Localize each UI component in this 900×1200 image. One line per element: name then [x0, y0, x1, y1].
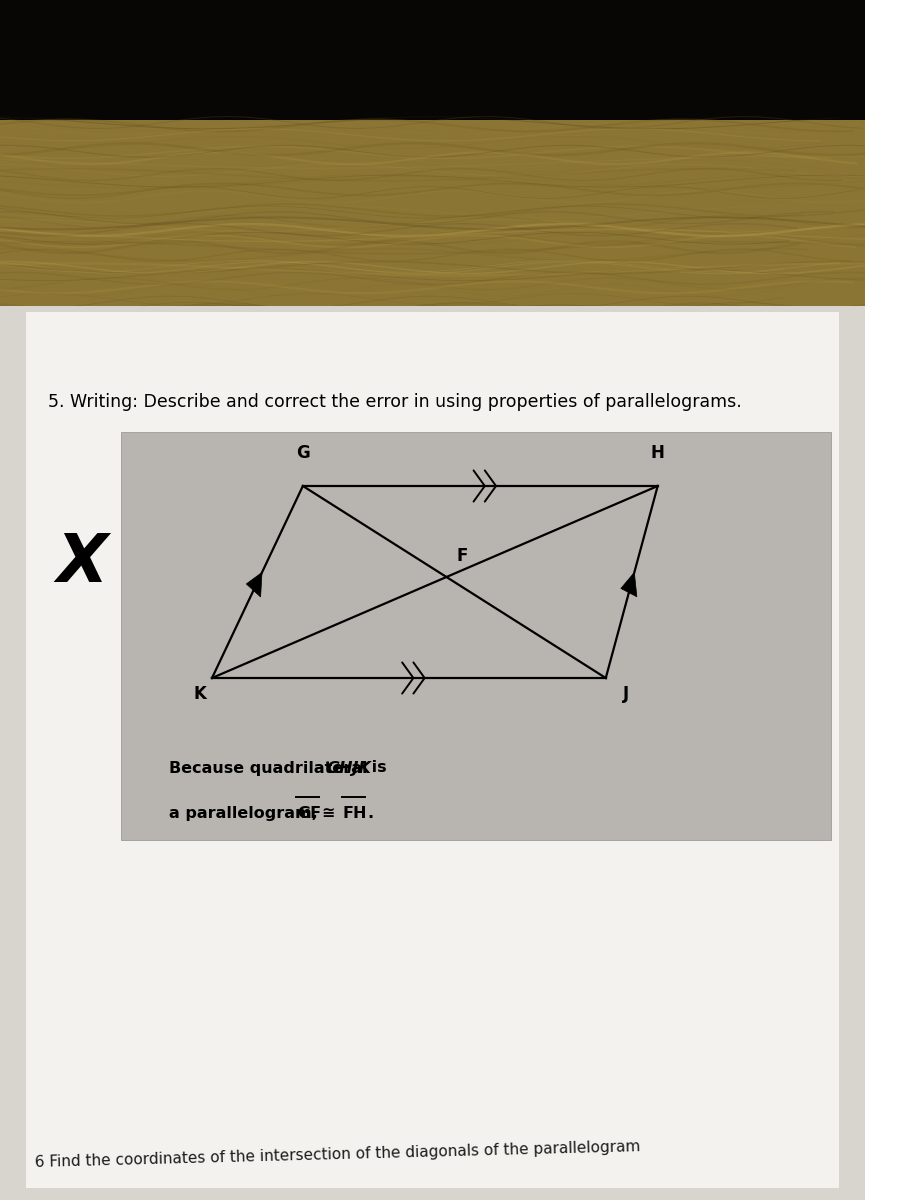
Bar [122, 432, 831, 840]
Text: ≅: ≅ [321, 806, 335, 821]
Text: Because quadrilateral: Because quadrilateral [169, 761, 373, 775]
Text: K: K [194, 685, 207, 703]
Text: J: J [623, 685, 629, 703]
Bar [26, 312, 840, 1188]
Text: FH: FH [343, 806, 367, 821]
Text: 5. Writing: Describe and correct the error in using properties of parallelograms: 5. Writing: Describe and correct the err… [48, 392, 742, 410]
Text: a parallelogram,: a parallelogram, [169, 806, 323, 821]
Text: F: F [457, 547, 468, 565]
Text: 6 Find the coordinates of the intersection of the diagonals of the parallelogram: 6 Find the coordinates of the intersecti… [34, 1139, 641, 1170]
Text: GHJK: GHJK [327, 761, 371, 775]
Text: is: is [366, 761, 387, 775]
Polygon shape [621, 572, 637, 596]
Bar [0, 306, 866, 1200]
Text: H: H [651, 444, 664, 462]
Polygon shape [247, 572, 262, 596]
Bar [0, 0, 866, 120]
Text: X: X [57, 529, 108, 595]
Text: G: G [296, 444, 310, 462]
Bar [0, 120, 866, 324]
Text: GF: GF [297, 806, 321, 821]
Text: .: . [367, 806, 373, 821]
